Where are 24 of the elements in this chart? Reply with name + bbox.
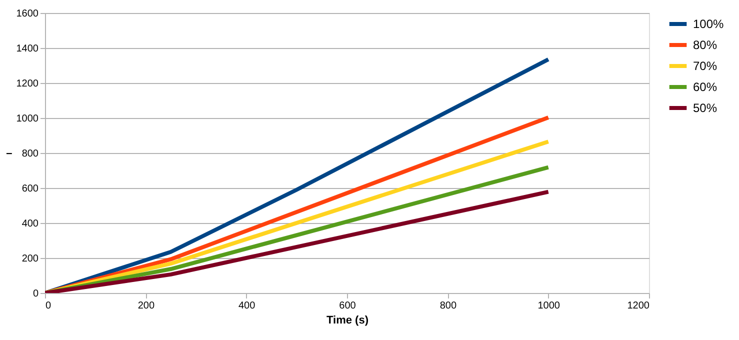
y-tick-label: 200	[22, 254, 39, 264]
y-axis-title: –	[6, 148, 12, 160]
y-tick-label: 1600	[16, 8, 39, 20]
y-tick-label: 600	[22, 184, 39, 194]
y-tick-label: 400	[22, 218, 39, 230]
legend-label: 70%	[693, 59, 718, 73]
x-axis-title: Time (s)	[326, 314, 369, 326]
legend-label: 50%	[693, 101, 718, 115]
y-tick-label: 800	[22, 148, 39, 160]
x-tick-label: 1000	[538, 300, 560, 312]
y-tick-label: 1000	[16, 114, 39, 124]
x-tick-label: 400	[238, 300, 256, 312]
legend-label: 100%	[693, 17, 724, 31]
legend-label: 60%	[693, 80, 718, 94]
x-tick-label: 0	[46, 300, 52, 312]
line-series	[45, 57, 550, 293]
x-tick-label: 800	[440, 300, 457, 312]
y-tick-label: 1200	[16, 78, 39, 90]
y-tick-label: 0	[32, 288, 39, 300]
x-tick-label: 600	[339, 300, 356, 312]
x-tick-label: 200	[138, 300, 155, 312]
y-tick-label: 1400	[16, 44, 39, 54]
x-tick-label: 1200	[627, 300, 650, 312]
legend-label: 80%	[693, 38, 718, 52]
